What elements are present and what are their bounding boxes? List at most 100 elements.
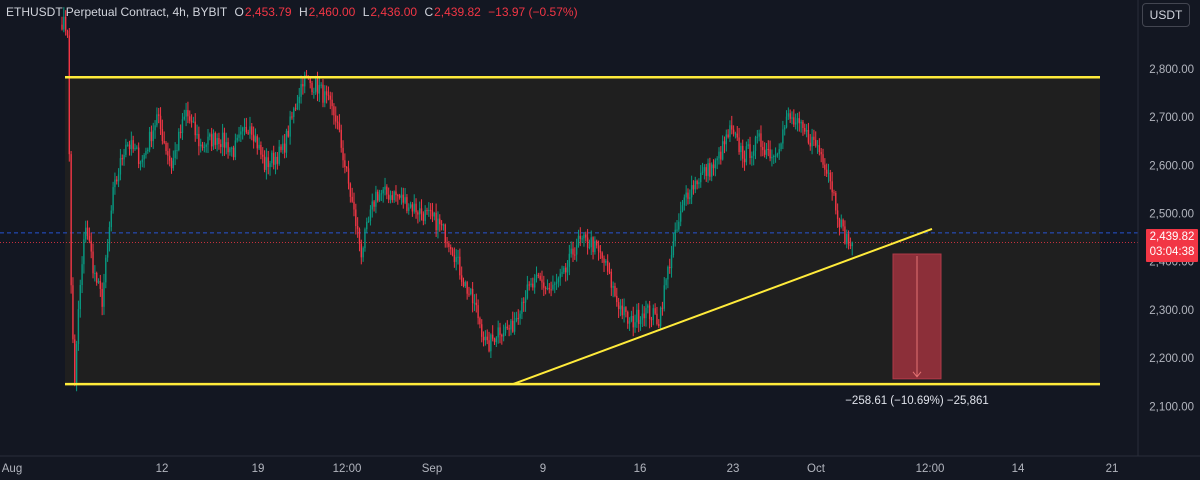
candle-body bbox=[825, 169, 828, 174]
candle-body bbox=[154, 125, 156, 131]
measure-arrowhead bbox=[912, 371, 922, 378]
candle-body bbox=[404, 197, 406, 203]
candle-body bbox=[349, 183, 352, 197]
candle-body bbox=[667, 267, 669, 280]
candle-body bbox=[782, 129, 784, 144]
candle-body bbox=[300, 84, 302, 97]
candle-body bbox=[617, 302, 620, 310]
candle-body bbox=[813, 136, 815, 140]
candle-body bbox=[559, 273, 561, 279]
candle-body bbox=[555, 282, 558, 284]
candle-body bbox=[400, 194, 403, 198]
candle-body bbox=[106, 244, 109, 258]
x-tick-label: Oct bbox=[807, 463, 826, 475]
candle-body bbox=[815, 139, 817, 146]
candle-body bbox=[502, 333, 505, 337]
candle-body bbox=[543, 282, 545, 288]
candle-body bbox=[183, 116, 185, 120]
close-value: 2,439.82 bbox=[434, 5, 481, 19]
candle-body bbox=[205, 144, 207, 147]
candle-body bbox=[389, 195, 392, 200]
candle-body bbox=[209, 134, 211, 137]
candle-body bbox=[836, 210, 839, 219]
candle-body bbox=[720, 151, 722, 160]
candle-body bbox=[565, 267, 567, 273]
candle-body bbox=[247, 132, 249, 134]
candle-body bbox=[408, 207, 410, 211]
candle-body bbox=[83, 239, 85, 265]
candle-body bbox=[554, 283, 556, 285]
candle-body bbox=[796, 118, 799, 123]
candle-body bbox=[638, 309, 640, 324]
candle-body bbox=[444, 224, 446, 243]
candle-body bbox=[382, 189, 384, 194]
range-box[interactable] bbox=[65, 77, 1100, 385]
candle-body bbox=[267, 157, 269, 168]
candle-body bbox=[240, 131, 242, 135]
candle-body bbox=[442, 224, 445, 226]
candle-body bbox=[647, 305, 649, 308]
candle-body bbox=[581, 238, 583, 240]
candle-body bbox=[355, 209, 357, 227]
candle-body bbox=[548, 287, 550, 290]
candle-body bbox=[201, 144, 204, 148]
candle-body bbox=[765, 149, 768, 155]
y-tick-label: 2,800.00 bbox=[1149, 64, 1194, 76]
candle-body bbox=[575, 245, 578, 255]
candle-body bbox=[152, 130, 154, 142]
candle-body bbox=[351, 196, 353, 202]
x-tick-label: 23 bbox=[727, 463, 740, 475]
candle-body bbox=[356, 226, 359, 229]
candle-body bbox=[331, 99, 333, 107]
candle-body bbox=[574, 254, 576, 256]
candle-body bbox=[200, 144, 202, 147]
candle-body bbox=[793, 117, 795, 125]
candle-body bbox=[141, 159, 143, 163]
candle-body bbox=[506, 326, 508, 329]
candle-body bbox=[685, 192, 687, 198]
candle-body bbox=[413, 203, 415, 212]
candle-body bbox=[844, 226, 846, 244]
candle-body bbox=[453, 255, 456, 262]
candle-body bbox=[676, 229, 678, 231]
currency-button[interactable]: USDT bbox=[1142, 3, 1190, 27]
candle-body bbox=[493, 338, 496, 343]
symbol-label[interactable]: ETHUSDT Perpetual Contract, 4h, BYBIT bbox=[6, 5, 228, 19]
candle-body bbox=[625, 307, 627, 312]
candle-body bbox=[652, 308, 654, 320]
candle-body bbox=[705, 167, 707, 176]
candle-body bbox=[225, 142, 227, 148]
symbol-legend: ETHUSDT Perpetual Contract, 4h, BYBIT O2… bbox=[6, 5, 582, 19]
candle-body bbox=[468, 293, 470, 295]
x-tick-label: 19 bbox=[252, 463, 265, 475]
trendline[interactable] bbox=[512, 228, 933, 386]
candle-body bbox=[86, 227, 89, 236]
candle-body bbox=[450, 246, 452, 250]
candle-body bbox=[302, 84, 304, 87]
candle-body bbox=[610, 271, 613, 288]
candle-body bbox=[145, 151, 147, 155]
candle-body bbox=[61, 24, 63, 30]
candle-body bbox=[517, 317, 519, 319]
candle-body bbox=[132, 140, 134, 149]
candle-body bbox=[537, 274, 540, 276]
candle-body bbox=[251, 126, 253, 135]
candle-body bbox=[619, 305, 622, 310]
x-tick-label: 21 bbox=[1106, 463, 1119, 475]
candle-body bbox=[785, 116, 788, 128]
candle-body bbox=[597, 245, 600, 252]
candle-body bbox=[170, 160, 173, 169]
candle-body bbox=[656, 313, 658, 324]
candle-body bbox=[340, 129, 342, 148]
x-tick-label: 12:00 bbox=[333, 463, 362, 475]
candle-body bbox=[384, 186, 386, 190]
candle-body bbox=[632, 316, 634, 328]
candle-body bbox=[544, 287, 547, 289]
candle-body bbox=[541, 279, 543, 283]
candle-body bbox=[435, 212, 437, 231]
candle-body bbox=[387, 194, 390, 200]
candle-body bbox=[90, 240, 92, 252]
candle-body bbox=[849, 244, 852, 247]
